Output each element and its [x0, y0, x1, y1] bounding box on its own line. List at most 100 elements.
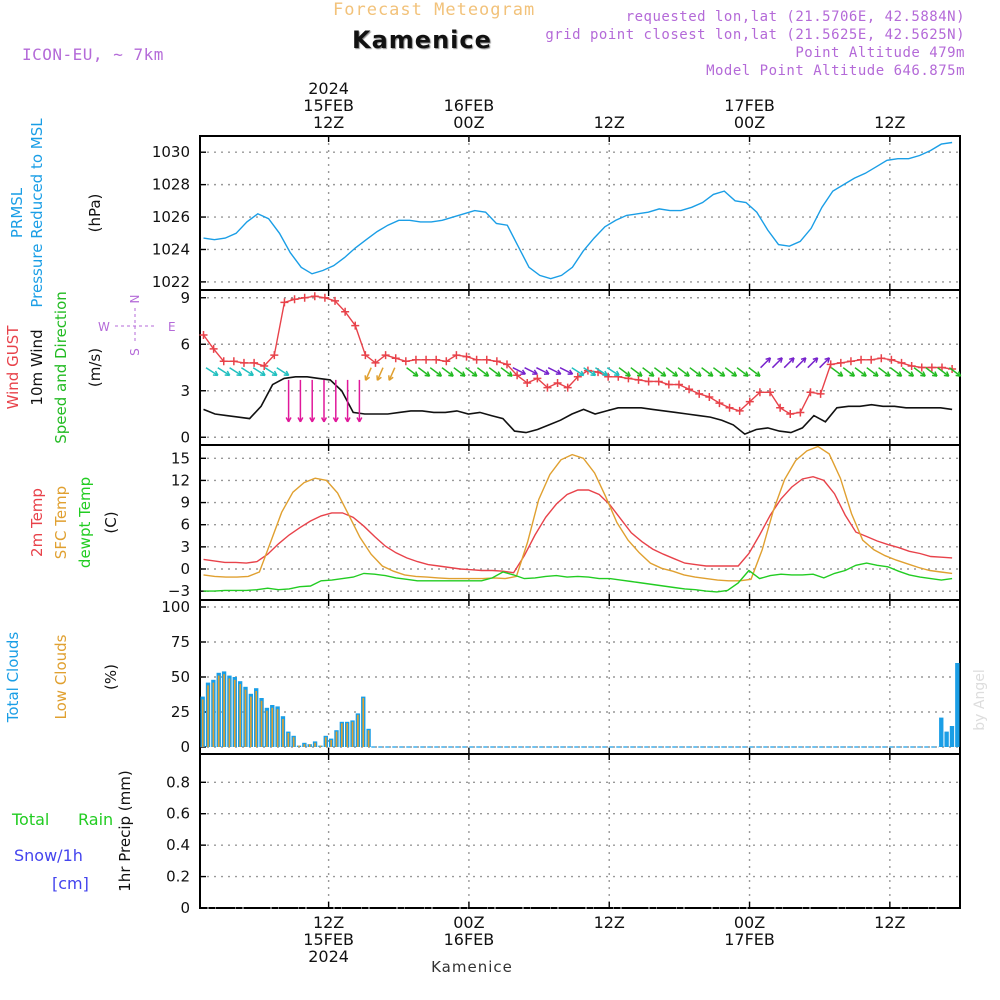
wind-arrow-head	[684, 371, 690, 377]
gust-marker	[462, 352, 471, 361]
gust-marker	[239, 358, 248, 367]
wind-arrow-head	[332, 417, 339, 423]
gust-marker	[887, 355, 896, 364]
wind-arrow-head	[448, 371, 454, 377]
legend-rain: Rain	[78, 810, 113, 829]
gust-marker	[755, 388, 764, 397]
legend-snow: Snow/1h	[14, 846, 83, 865]
wind-direction-arrow	[689, 367, 702, 377]
cloud-bar-total	[939, 717, 944, 747]
gust-marker	[300, 293, 309, 302]
cloud-bar-total	[955, 663, 960, 747]
gust-marker	[270, 351, 279, 360]
gust-marker	[674, 380, 683, 389]
wind-arrow-head	[908, 371, 915, 377]
y-tick-label: 0	[180, 899, 190, 917]
y-axis-title: PRMSL	[8, 187, 26, 238]
y-tick-label: 0	[180, 560, 190, 578]
wind-arrow-head	[483, 371, 490, 377]
legend-total: Total	[11, 810, 49, 829]
y-tick-label: 6	[180, 335, 190, 353]
cloud-bar-low	[244, 689, 247, 747]
wind-arrow-head	[636, 371, 643, 377]
cloud-bar-low	[271, 707, 274, 747]
wind-direction-arrow	[925, 367, 938, 377]
gust-marker	[381, 351, 390, 360]
gust-marker	[796, 408, 805, 417]
y-tick-label: 0	[180, 738, 190, 756]
model-altitude: Model Point Altitude 646.875m	[706, 63, 965, 79]
wind-direction-arrow	[854, 367, 867, 377]
gust-marker	[664, 380, 673, 389]
gust-marker	[604, 372, 613, 381]
wind-arrow-head	[731, 371, 738, 377]
y-axis-title: Low Clouds	[52, 634, 70, 719]
cloud-bar-low	[239, 684, 241, 747]
gust-marker	[502, 360, 511, 369]
y-tick-label: −3	[168, 582, 190, 600]
cloud-bar-low	[250, 696, 252, 747]
footer-credit: by Angel	[972, 669, 988, 730]
wind-direction-arrow	[771, 357, 783, 369]
wind-direction-arrow	[512, 367, 526, 375]
cloud-bar-low	[362, 698, 365, 747]
wind-direction-arrow	[807, 357, 819, 369]
wind-direction-arrow	[618, 367, 631, 377]
cloud-bar-low	[287, 733, 290, 747]
y-axis-title: Total Clouds	[4, 632, 22, 724]
wind-arrow-head	[412, 371, 419, 377]
gust-marker	[199, 330, 208, 339]
wind-arrow-head	[532, 369, 538, 375]
bottom-axis-label: 12Z	[874, 913, 905, 932]
gust-marker	[361, 351, 370, 360]
series-line-pressure	[203, 141, 953, 280]
gust-marker	[776, 403, 785, 412]
cloud-bar-low	[233, 679, 236, 747]
wind-arrow-head	[459, 371, 466, 377]
wind-arrow-head	[777, 357, 783, 363]
wind-direction-arrow	[453, 367, 466, 377]
wind-direction-arrow	[783, 357, 795, 369]
gust-marker	[927, 363, 936, 372]
wind-direction-arrow	[653, 367, 667, 377]
y-tick-label: 9	[180, 494, 190, 512]
bottom-axis-label: 2024	[308, 947, 349, 966]
wind-direction-arrow	[606, 367, 620, 377]
wind-direction-arrow	[205, 367, 219, 377]
wind-direction-arrow	[712, 367, 726, 377]
wind-arrow-head	[578, 370, 585, 377]
wind-direction-arrow	[524, 367, 538, 375]
y-tick-label: 1030	[152, 143, 190, 161]
cloud-bar-low	[303, 744, 306, 747]
y-axis-title: Wind GUST	[4, 325, 22, 410]
wind-direction-arrow	[795, 357, 807, 369]
wind-arrow-head	[236, 370, 243, 377]
wind-direction-arrow	[488, 367, 501, 377]
wind-arrow-head	[364, 375, 371, 381]
wind-arrow-head	[812, 357, 819, 363]
wind-direction-arrow	[376, 367, 384, 381]
cloud-bar-low	[324, 737, 327, 747]
gust-marker	[836, 358, 845, 367]
bottom-axis-label: 12Z	[313, 913, 344, 932]
y-axis-title: 1hr Precip (mm)	[116, 770, 134, 891]
y-tick-label: 3	[180, 382, 190, 400]
wind-arrow-head	[520, 369, 527, 375]
y-axis-title: Speed and Direction	[52, 291, 70, 444]
wind-arrow-head	[837, 371, 844, 377]
grid-point: grid point closest lon,lat (21.5625E, 42…	[545, 27, 965, 43]
cloud-bar-low	[314, 742, 316, 747]
wind-arrow-head	[861, 371, 867, 377]
cloud-bar-low	[357, 714, 359, 747]
y-tick-label: 0.6	[166, 805, 190, 823]
y-tick-label: 50	[171, 668, 190, 686]
gust-marker	[897, 358, 906, 367]
wind-arrow-head	[602, 370, 608, 377]
wind-direction-arrow	[264, 367, 278, 377]
wind-direction-arrow	[465, 367, 478, 377]
gust-marker	[472, 355, 481, 364]
compass-n: N	[128, 295, 142, 304]
y-axis-title: (m/s)	[86, 348, 104, 387]
cloud-bar-low	[330, 740, 332, 747]
series-line-gust	[202, 295, 953, 415]
